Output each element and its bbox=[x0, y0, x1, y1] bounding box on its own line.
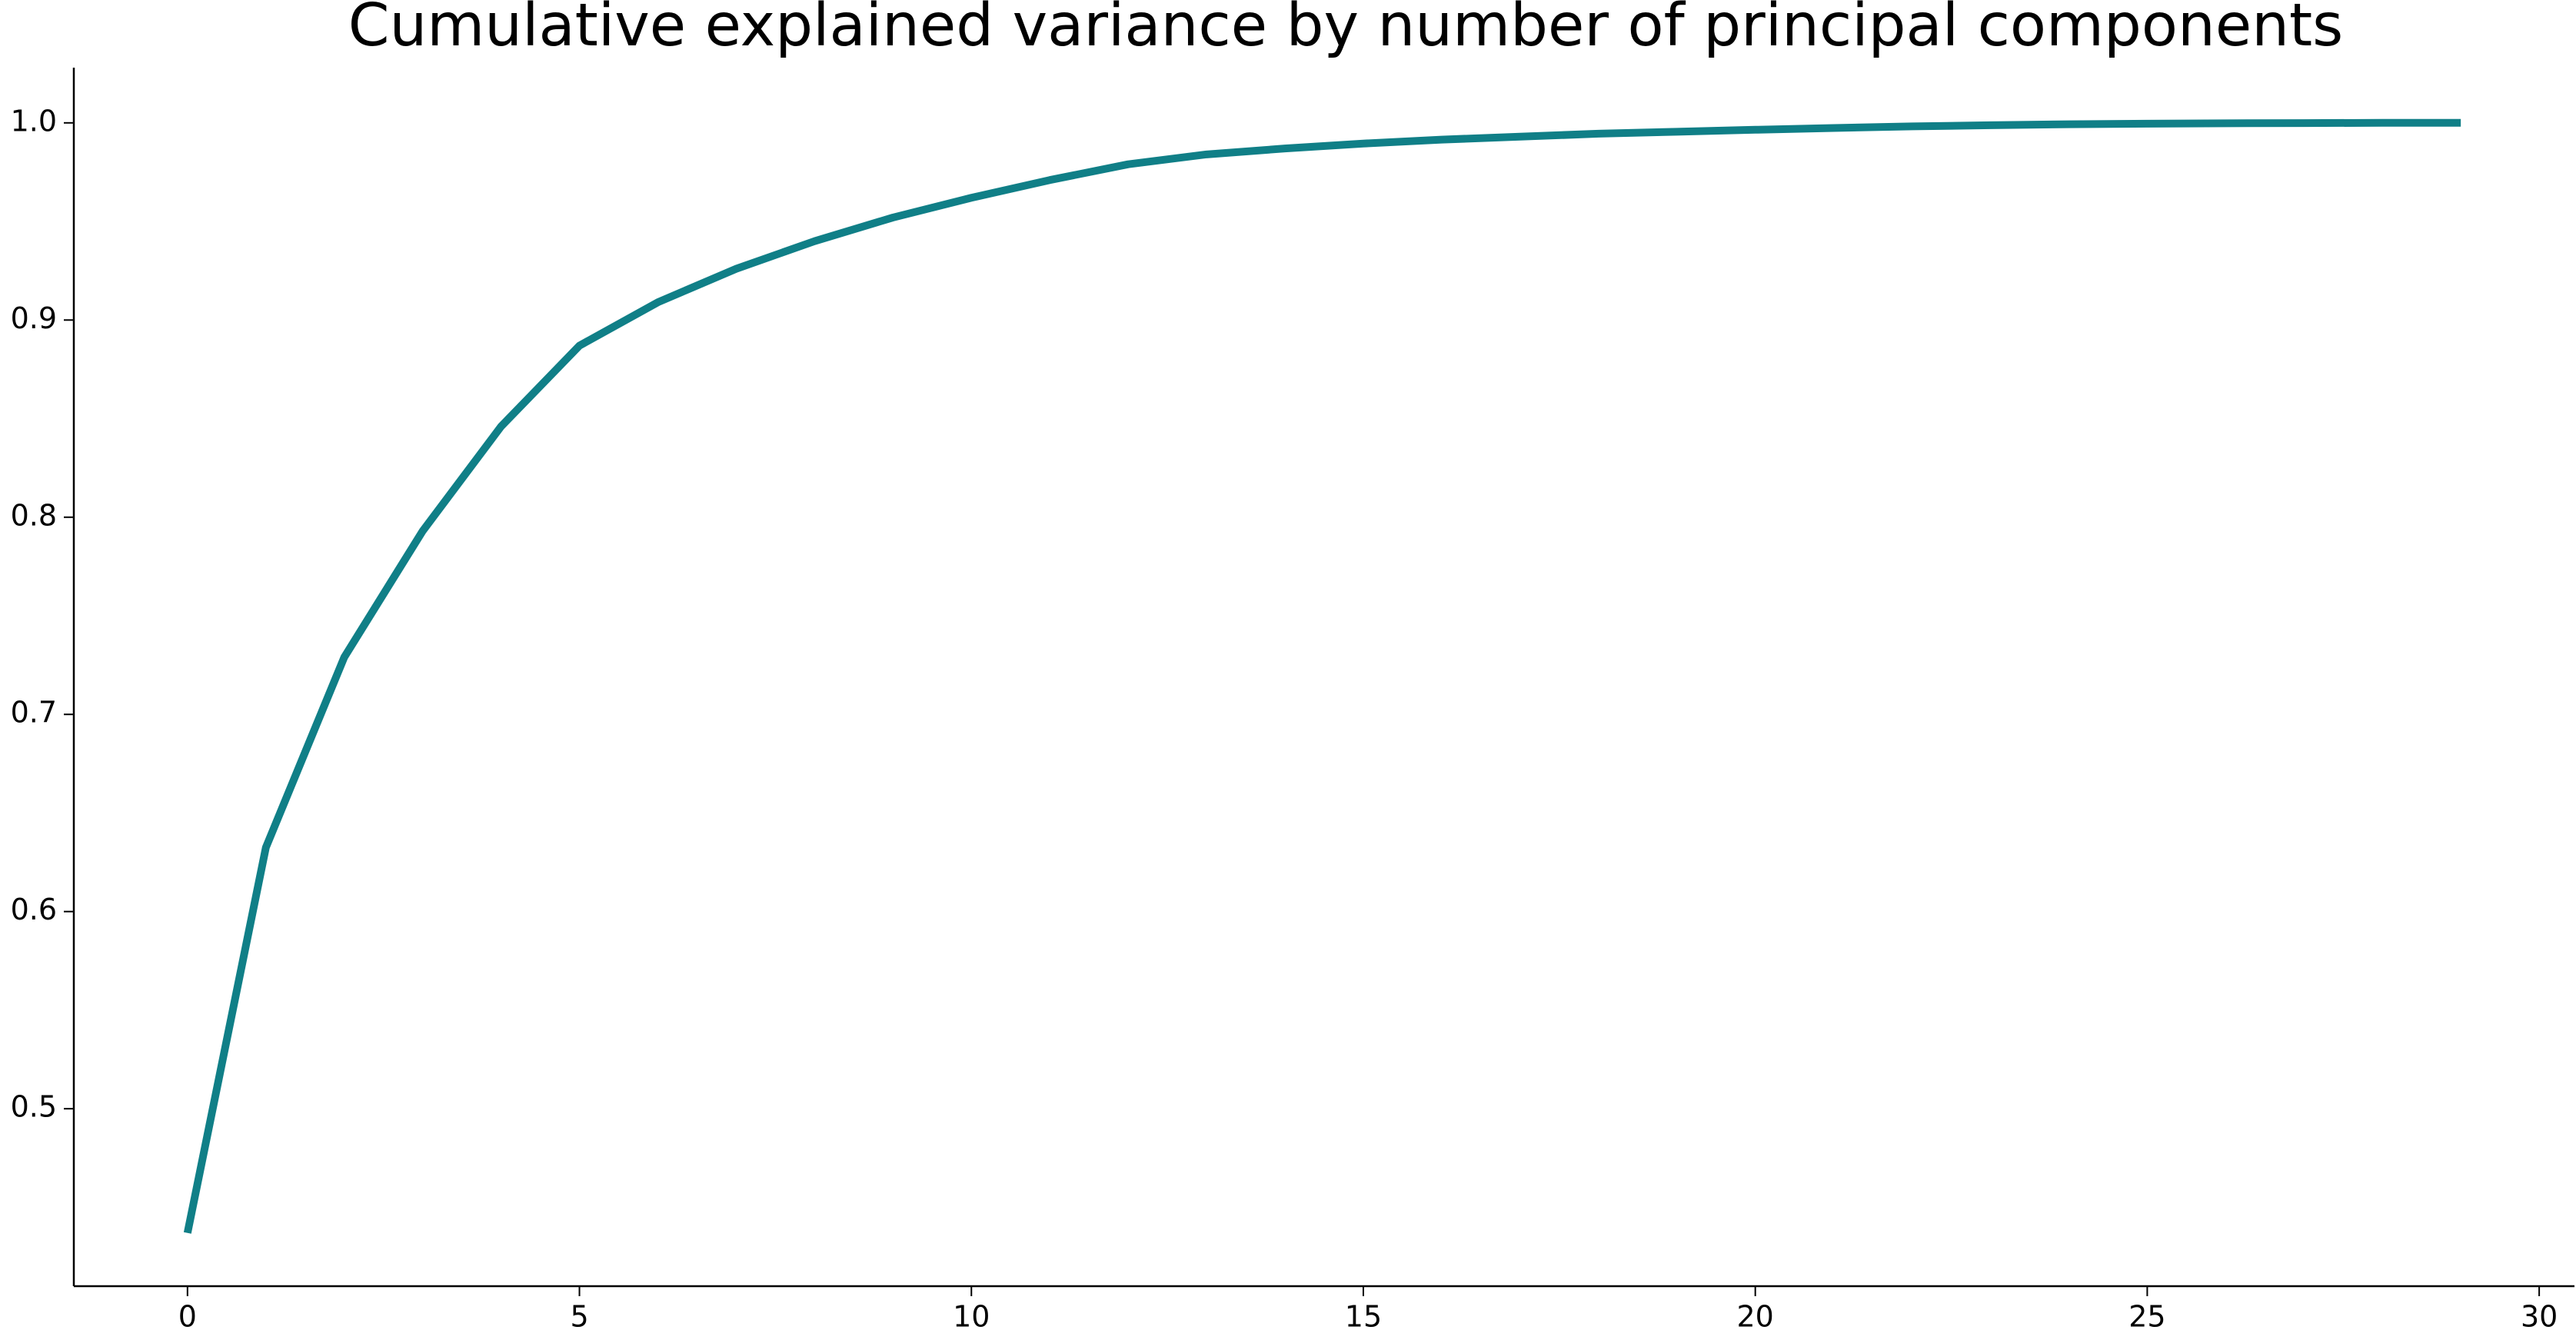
chart-title: Cumulative explained variance by number … bbox=[348, 0, 2344, 60]
x-tick-label: 0 bbox=[178, 1300, 197, 1334]
x-tick-label: 10 bbox=[953, 1300, 990, 1334]
y-tick-label: 0.5 bbox=[11, 1090, 57, 1124]
y-tick-label: 1.0 bbox=[11, 104, 57, 138]
x-tick-label: 5 bbox=[570, 1300, 588, 1334]
line bbox=[183, 118, 2461, 1234]
y-tick-label: 0.8 bbox=[11, 498, 57, 532]
x-tick-label: 20 bbox=[1737, 1300, 1774, 1334]
x-tick-label: 25 bbox=[2128, 1300, 2165, 1334]
y-tick-label: 0.9 bbox=[11, 301, 57, 335]
y-tick-label: 0.7 bbox=[11, 696, 57, 730]
y-tick-label: 0.6 bbox=[11, 893, 57, 926]
x-tick-label: 30 bbox=[2521, 1300, 2558, 1334]
x-tick-label: 15 bbox=[1345, 1300, 1382, 1334]
